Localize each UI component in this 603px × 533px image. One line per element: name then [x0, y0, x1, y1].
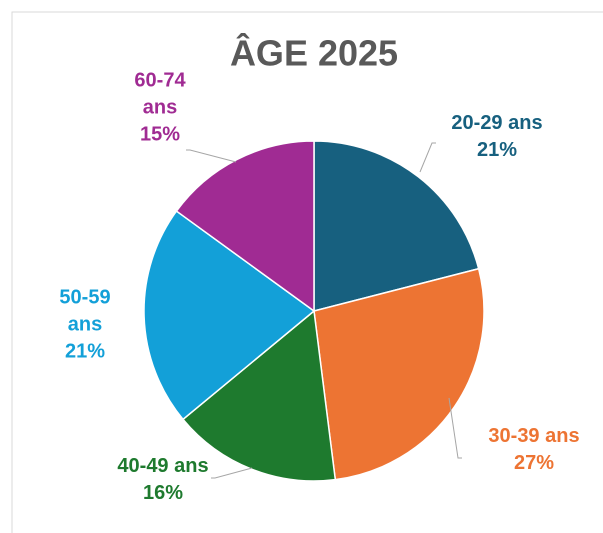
- data-label: 30-39 ans 27%: [459, 423, 603, 477]
- pie-slice: [181, 309, 337, 482]
- leader-lines: [186, 142, 462, 479]
- category-label: 40-49 ans: [117, 455, 209, 477]
- leader-line: [448, 397, 462, 459]
- pie-slice: [313, 267, 485, 481]
- category-label: 30-39 ans: [488, 425, 580, 447]
- chart-title: ÂGE 2025: [230, 32, 398, 74]
- pie-slice: [175, 140, 315, 313]
- value-label: 21%: [476, 139, 518, 161]
- data-label: 50-59 ans 21%: [50, 285, 120, 366]
- value-label: 16%: [142, 482, 184, 504]
- pie: [143, 140, 485, 482]
- leader-line: [419, 142, 436, 173]
- value-label: 21%: [64, 340, 106, 363]
- data-label: 40-49 ans 16%: [88, 453, 238, 507]
- data-label: 60-74 ans 15%: [125, 68, 195, 149]
- pie-slice: [143, 210, 316, 421]
- category-label: 60-74 ans: [134, 69, 186, 119]
- category-label: 50-59 ans: [59, 286, 111, 336]
- category-label: 20-29 ans: [451, 112, 543, 134]
- data-label: 20-29 ans 21%: [422, 110, 572, 164]
- leader-line: [186, 149, 237, 163]
- value-label: 15%: [139, 123, 181, 146]
- pie-slice: [313, 140, 480, 312]
- value-label: 27%: [513, 452, 555, 474]
- leader-line: [211, 467, 253, 479]
- chart-frame: [11, 11, 603, 533]
